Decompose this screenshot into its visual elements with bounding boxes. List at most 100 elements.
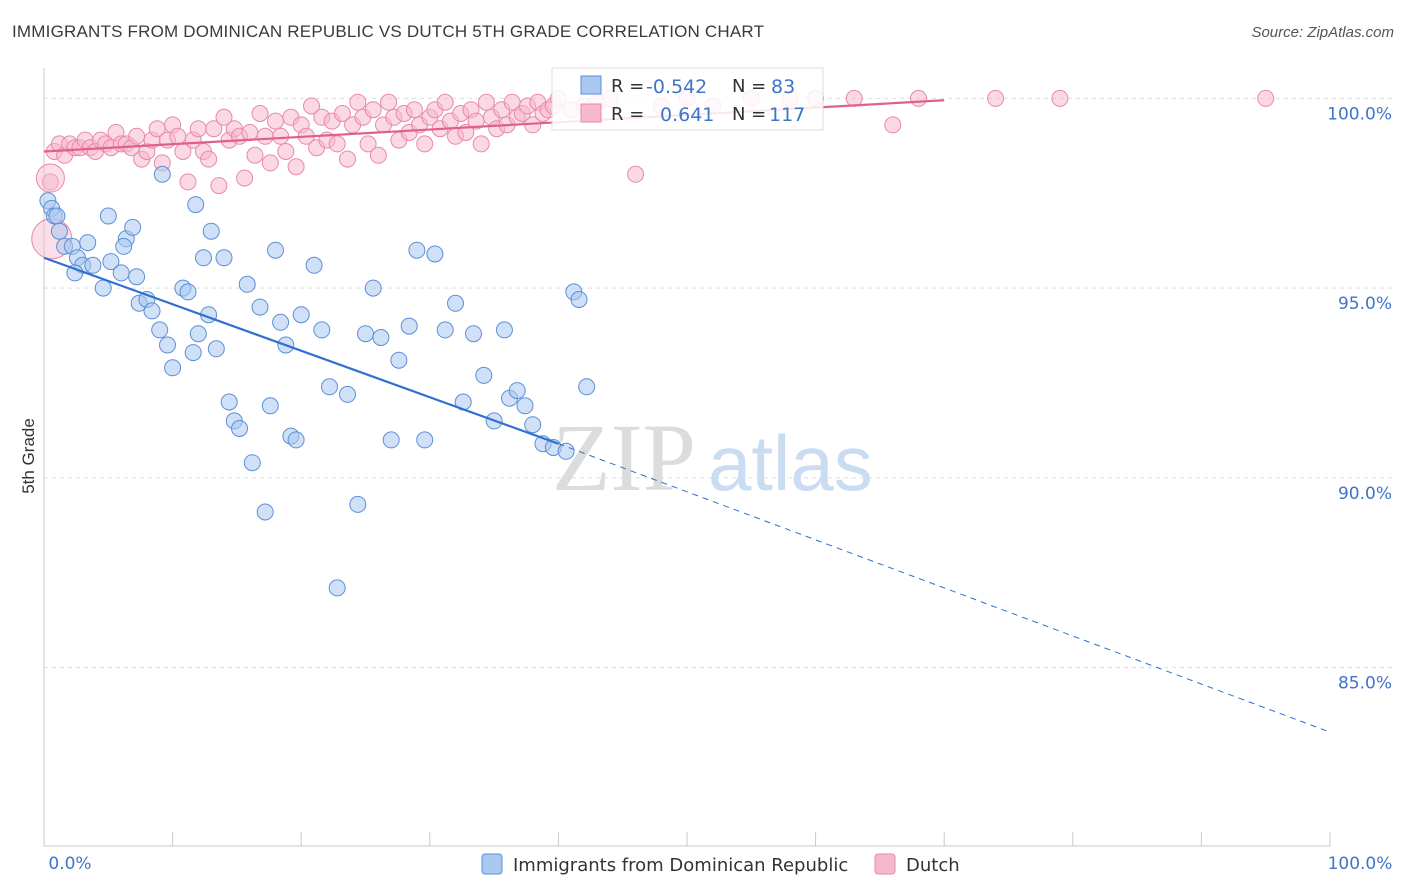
source-credit: Source: ZipAtlas.com [1251, 24, 1394, 41]
dominican-point [124, 218, 142, 236]
dutch-point [241, 124, 259, 141]
dutch-point [205, 120, 223, 138]
dutch-point [261, 154, 279, 172]
dominican-point [321, 378, 338, 396]
dominican-point [238, 275, 256, 293]
dominican-points [39, 165, 596, 597]
dutch-point [339, 150, 356, 168]
y-tick-label: 100.0% [1327, 104, 1392, 124]
legend-n-label-blue: N = [732, 76, 766, 97]
y-tick-label: 95.0% [1338, 294, 1392, 314]
dutch-point [1257, 89, 1275, 107]
dominican-point [207, 340, 225, 358]
dominican-point [436, 321, 454, 339]
dominican-point [179, 283, 197, 301]
dutch-point [277, 143, 295, 160]
dominican-point [272, 313, 290, 331]
dominican-point [102, 253, 120, 271]
dutch-point [236, 169, 254, 187]
legend-r-label-pink: R = [611, 104, 644, 125]
x-tick-marks [172, 832, 1331, 846]
y-tick-label: 85.0% [1338, 674, 1392, 694]
dutch-point [189, 120, 207, 138]
dominican-point [305, 256, 323, 274]
dutch-point [246, 146, 264, 164]
dutch-point [380, 93, 398, 111]
dominican-point [382, 431, 400, 449]
dominican-point [151, 321, 169, 339]
dominican-point [94, 279, 112, 297]
dutch-point [215, 108, 233, 126]
legend-r-label-blue: R = [611, 76, 644, 97]
dutch-point [179, 173, 197, 191]
dominican-point [261, 397, 279, 415]
dutch-point-cluster [35, 163, 65, 193]
dutch-points [31, 89, 1275, 260]
dominican-point [495, 321, 513, 339]
dutch-point [169, 127, 187, 145]
dominican-point [220, 393, 238, 411]
legend-n-label-pink: N = [732, 104, 766, 125]
legend-n-value-blue: 83 [771, 76, 795, 98]
dominican-point [99, 207, 117, 225]
y-tick-label: 90.0% [1338, 484, 1392, 504]
dominican-point [292, 306, 310, 324]
dutch-point [364, 101, 382, 119]
dutch-point [987, 89, 1005, 107]
legend-n-value-pink: 117 [769, 104, 805, 126]
dutch-point [369, 146, 387, 164]
dominican-point [153, 165, 171, 183]
dominican-point [578, 378, 596, 396]
dominican-point [267, 241, 284, 259]
y-axis-label: 5th Grade [19, 418, 38, 494]
dutch-point [884, 116, 902, 134]
dominican-point [475, 366, 493, 384]
watermark: ZIP atlas [552, 404, 873, 511]
dutch-point [333, 105, 351, 122]
dominican-point [328, 579, 346, 597]
dominican-point [231, 420, 248, 437]
dutch-point [267, 112, 284, 130]
watermark-atlas: atlas [708, 419, 873, 507]
dutch-point [436, 93, 454, 111]
dutch-point [200, 150, 218, 168]
series-legend-label-dutch: Dutch [906, 855, 960, 876]
dutch-point [287, 158, 305, 176]
dominican-point [115, 237, 133, 255]
legend-r-value-pink: 0.641 [660, 104, 714, 126]
dominican-point [143, 302, 161, 320]
dominican-point [400, 317, 418, 335]
dutch-point [349, 93, 367, 111]
legend-swatch-blue [580, 75, 602, 95]
dominican-point [256, 503, 274, 521]
dominican-point [516, 397, 534, 415]
dominican-point [251, 298, 269, 316]
dominican-point [447, 294, 464, 312]
dominican-point [50, 222, 68, 240]
dominican-point [313, 321, 331, 339]
dutch-point [627, 165, 645, 183]
dominican-point [372, 329, 390, 346]
dominican-point [557, 442, 575, 460]
legend-swatch-pink [580, 103, 602, 123]
dominican-point [48, 207, 66, 225]
dominican-point [570, 291, 588, 308]
dutch-point [472, 135, 490, 153]
dominican-point [357, 325, 374, 343]
dominican-point [202, 222, 220, 240]
dutch-point [328, 135, 346, 153]
chart-title: IMMIGRANTS FROM DOMINICAN REPUBLIC VS DU… [12, 22, 765, 41]
series-legend-label-dominican: Immigrants from Dominican Republic [513, 855, 848, 876]
dutch-point [416, 135, 434, 153]
dominican-point [189, 325, 207, 343]
series-legend-swatch-dominican [481, 853, 503, 875]
dominican-trend-line [43, 256, 559, 445]
dominican-point [390, 351, 408, 369]
dominican-point [287, 431, 305, 449]
dutch-point [405, 101, 423, 119]
dutch-point [256, 127, 274, 145]
dutch-point [251, 105, 269, 122]
dutch-point [272, 127, 290, 145]
watermark-zip: ZIP [552, 404, 696, 511]
